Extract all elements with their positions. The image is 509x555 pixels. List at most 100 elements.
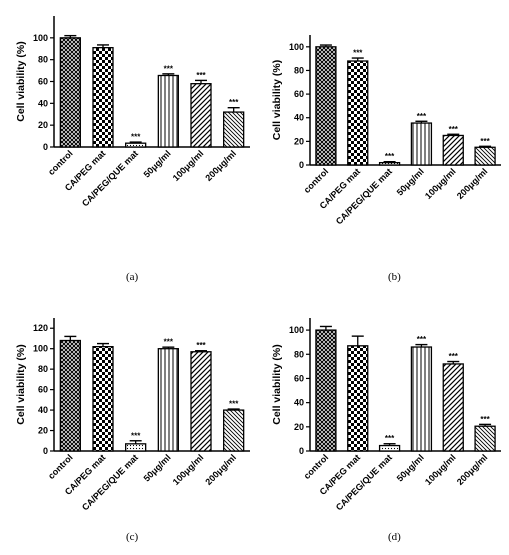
bar bbox=[442, 363, 464, 452]
y-tick-label: 100 bbox=[289, 325, 304, 335]
bar bbox=[410, 122, 433, 166]
y-tick-label: 40 bbox=[294, 113, 304, 123]
y-tick-label: 60 bbox=[38, 385, 48, 395]
significance-label: *** bbox=[131, 431, 141, 440]
x-tick-label: 50μg/ml bbox=[142, 148, 173, 179]
bar bbox=[92, 345, 114, 452]
y-axis-label: Cell viability (%) bbox=[15, 344, 27, 425]
x-tick-label: 50μg/ml bbox=[142, 452, 173, 483]
significance-label: *** bbox=[229, 98, 239, 107]
x-tick-label: CA/PEG/QUE mat bbox=[80, 148, 140, 208]
x-tick-label: control bbox=[46, 452, 75, 481]
y-tick-label: 100 bbox=[289, 42, 304, 52]
bar bbox=[190, 83, 212, 148]
significance-label: *** bbox=[417, 112, 427, 121]
y-tick-label: 0 bbox=[43, 142, 48, 152]
panel-label-a: (a) bbox=[126, 271, 139, 283]
bar bbox=[315, 46, 337, 166]
x-tick-label: CA/PEG/QUE mat bbox=[334, 452, 394, 512]
bar bbox=[190, 351, 212, 452]
bar bbox=[347, 60, 369, 166]
y-axis-label: Cell viability (%) bbox=[15, 41, 27, 122]
x-tick-label: 200μg/ml bbox=[203, 148, 238, 183]
x-tick-label: 100μg/ml bbox=[423, 166, 458, 201]
panel-label-c: (c) bbox=[126, 531, 139, 543]
significance-label: *** bbox=[417, 335, 427, 344]
x-tick-label: 100μg/ml bbox=[171, 452, 206, 487]
y-tick-label: 60 bbox=[294, 373, 304, 383]
x-tick-label: 200μg/ml bbox=[455, 452, 490, 487]
x-tick-label: 100μg/ml bbox=[171, 148, 206, 183]
x-tick-label: control bbox=[46, 148, 75, 177]
significance-label: *** bbox=[164, 64, 174, 73]
x-tick-label: control bbox=[302, 452, 331, 481]
y-tick-label: 80 bbox=[294, 65, 304, 75]
y-tick-label: 120 bbox=[33, 323, 48, 333]
bar bbox=[474, 425, 496, 452]
bar bbox=[92, 47, 114, 148]
y-tick-label: 80 bbox=[38, 364, 48, 374]
y-axis-label: Cell viability (%) bbox=[271, 60, 283, 141]
chart-panel-1: 0 20 40 60 80 100 Cell viability (%) controlCA/… bbox=[15, 16, 250, 208]
x-tick-label: 50μg/ml bbox=[395, 452, 426, 483]
y-tick-label: 0 bbox=[299, 446, 304, 456]
y-tick-label: 100 bbox=[33, 33, 48, 43]
y-tick-label: 0 bbox=[299, 160, 304, 170]
panel-label-d: (d) bbox=[388, 531, 401, 543]
significance-label: *** bbox=[385, 434, 395, 443]
y-tick-label: 80 bbox=[38, 55, 48, 65]
bar bbox=[378, 444, 401, 452]
x-tick-label: 200μg/ml bbox=[455, 166, 490, 201]
bar bbox=[378, 161, 401, 166]
x-tick-label: CA/PEG/QUE mat bbox=[80, 452, 140, 512]
y-tick-label: 40 bbox=[38, 405, 48, 415]
panel-label-b: (b) bbox=[388, 271, 401, 283]
bar bbox=[157, 74, 179, 148]
y-tick-label: 20 bbox=[294, 136, 304, 146]
y-tick-label: 20 bbox=[38, 426, 48, 436]
significance-label: *** bbox=[449, 352, 459, 361]
bar bbox=[59, 339, 81, 452]
x-tick-label: control bbox=[302, 166, 331, 195]
significance-label: *** bbox=[131, 133, 141, 142]
bar bbox=[223, 409, 245, 452]
y-tick-label: 60 bbox=[294, 89, 304, 99]
x-tick-label: CA/PEG/QUE mat bbox=[334, 166, 394, 226]
significance-label: *** bbox=[480, 137, 490, 146]
y-tick-label: 60 bbox=[38, 77, 48, 87]
y-tick-label: 40 bbox=[38, 98, 48, 108]
bar bbox=[223, 111, 245, 148]
significance-label: *** bbox=[196, 341, 206, 350]
y-tick-label: 80 bbox=[294, 349, 304, 359]
bar bbox=[157, 348, 179, 452]
chart-panel-2: 0 20 40 60 80 100 Cell viability (%) control ***… bbox=[271, 35, 501, 226]
significance-label: *** bbox=[229, 400, 239, 409]
y-tick-label: 40 bbox=[294, 398, 304, 408]
y-tick-label: 0 bbox=[43, 446, 48, 456]
bar bbox=[474, 146, 496, 166]
significance-label: *** bbox=[353, 49, 363, 58]
bar bbox=[347, 345, 369, 452]
significance-label: *** bbox=[196, 71, 206, 80]
chart-panel-4: 0 20 40 60 80 100 Cell viability (%) controlCA/… bbox=[271, 318, 501, 512]
bar bbox=[442, 134, 464, 166]
bar bbox=[125, 142, 147, 148]
significance-label: *** bbox=[449, 125, 459, 134]
chart-panel-3: 0 20 40 60 80 100 120 Cell viability (%) control… bbox=[15, 318, 250, 512]
x-tick-label: 100μg/ml bbox=[423, 452, 458, 487]
bar bbox=[410, 346, 433, 452]
y-axis-label: Cell viability (%) bbox=[271, 344, 283, 425]
bar bbox=[315, 329, 337, 452]
x-tick-label: 50μg/ml bbox=[395, 166, 426, 197]
bar bbox=[59, 37, 81, 148]
y-tick-label: 20 bbox=[38, 120, 48, 130]
x-tick-label: 200μg/ml bbox=[203, 452, 238, 487]
bar bbox=[125, 443, 147, 452]
significance-label: *** bbox=[480, 415, 490, 424]
y-tick-label: 20 bbox=[294, 422, 304, 432]
y-tick-label: 100 bbox=[33, 344, 48, 354]
significance-label: *** bbox=[164, 338, 174, 347]
significance-label: *** bbox=[385, 152, 395, 161]
